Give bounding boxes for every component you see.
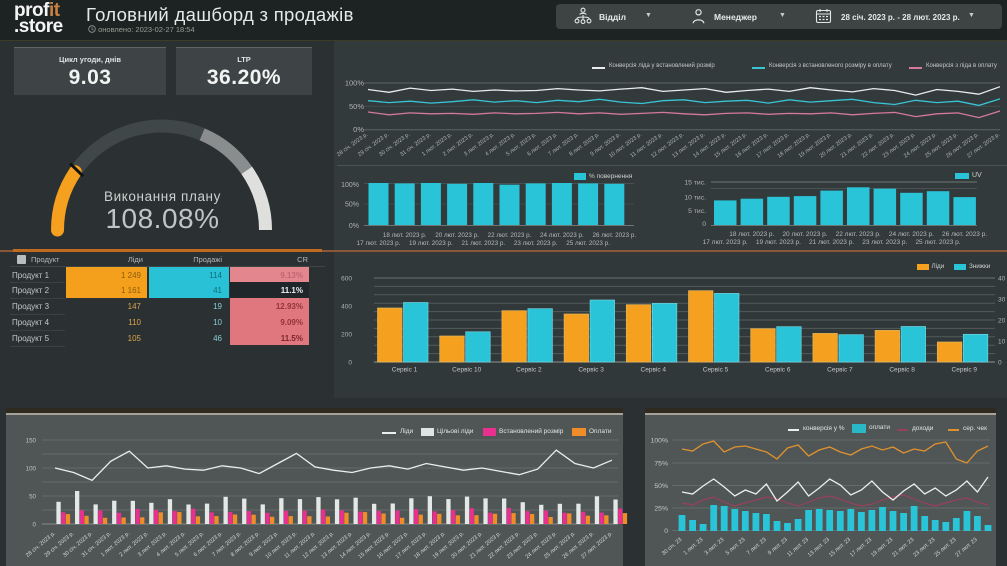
svg-text:3 лют. 23: 3 лют. 23 bbox=[704, 537, 726, 557]
svg-text:50%: 50% bbox=[345, 202, 359, 209]
svg-text:100%: 100% bbox=[345, 79, 365, 88]
svg-text:15 тис.: 15 тис. bbox=[684, 180, 706, 187]
svg-text:21 лют. 2023 р.: 21 лют. 2023 р. bbox=[809, 239, 854, 246]
svg-text:0%: 0% bbox=[349, 223, 359, 230]
svg-text:25 лют. 2023 р.: 25 лют. 2023 р. bbox=[915, 239, 960, 246]
svg-text:Сервіс 10: Сервіс 10 bbox=[452, 366, 481, 374]
svg-text:100%: 100% bbox=[651, 438, 668, 445]
svg-text:400: 400 bbox=[341, 304, 352, 311]
svg-text:20 лют. 2023 р.: 20 лют. 2023 р. bbox=[782, 231, 827, 238]
svg-text:19 лют. 23: 19 лют. 23 bbox=[870, 537, 894, 559]
svg-text:0: 0 bbox=[348, 360, 352, 367]
svg-text:22 лют. 2023 р.: 22 лют. 2023 р. bbox=[488, 232, 532, 239]
svg-text:24 лют. 2023 р.: 24 лют. 2023 р. bbox=[889, 231, 934, 238]
svg-text:75%: 75% bbox=[654, 461, 668, 468]
svg-text:13 лют. 23: 13 лют. 23 bbox=[807, 537, 831, 559]
svg-text:0: 0 bbox=[664, 528, 668, 535]
svg-text:Сервіс 6: Сервіс 6 bbox=[765, 366, 791, 374]
svg-text:Сервіс 1: Сервіс 1 bbox=[392, 366, 418, 374]
svg-text:27 лют. 23: 27 лют. 23 bbox=[955, 537, 979, 559]
svg-text:40: 40 bbox=[998, 276, 1006, 283]
svg-text:26 лют. 2023 р.: 26 лют. 2023 р. bbox=[942, 231, 987, 238]
svg-text:Сервіс 4: Сервіс 4 bbox=[641, 366, 667, 374]
svg-text:26 лют. 2023 р.: 26 лют. 2023 р. bbox=[592, 232, 636, 239]
svg-text:100%: 100% bbox=[341, 182, 359, 189]
svg-text:10 тис.: 10 тис. bbox=[684, 194, 706, 201]
svg-text:17 лют. 23: 17 лют. 23 bbox=[849, 537, 873, 559]
svg-text:50%: 50% bbox=[349, 102, 364, 111]
svg-text:Сервіс 8: Сервіс 8 bbox=[889, 366, 915, 374]
svg-text:19 лют. 2023 р.: 19 лют. 2023 р. bbox=[409, 240, 453, 247]
svg-text:0%: 0% bbox=[353, 125, 364, 134]
svg-text:100: 100 bbox=[26, 466, 37, 473]
svg-text:23 лют. 23: 23 лют. 23 bbox=[912, 537, 936, 559]
svg-text:23 лют. 2023 р.: 23 лют. 2023 р. bbox=[514, 240, 558, 247]
svg-text:21 лют. 23: 21 лют. 23 bbox=[891, 537, 915, 559]
svg-text:5 лют. 23: 5 лют. 23 bbox=[725, 537, 747, 557]
svg-text:5 тис.: 5 тис. bbox=[688, 208, 706, 215]
svg-text:19 лют. 2023 р.: 19 лют. 2023 р. bbox=[756, 239, 801, 246]
svg-text:Сервіс 9: Сервіс 9 bbox=[952, 366, 978, 374]
svg-text:22 лют. 2023 р.: 22 лют. 2023 р. bbox=[836, 231, 881, 238]
svg-text:23 лют. 2023 р.: 23 лют. 2023 р. bbox=[862, 239, 907, 246]
svg-text:0: 0 bbox=[702, 221, 706, 228]
svg-text:Сервіс 3: Сервіс 3 bbox=[578, 366, 604, 374]
svg-text:30: 30 bbox=[998, 297, 1006, 304]
svg-text:20 лют. 2023 р.: 20 лют. 2023 р. bbox=[435, 232, 479, 239]
svg-text:15 лют. 23: 15 лют. 23 bbox=[828, 537, 852, 559]
svg-text:18 лют. 2023 р.: 18 лют. 2023 р. bbox=[729, 231, 774, 238]
svg-text:600: 600 bbox=[341, 276, 352, 283]
svg-text:11 лют. 23: 11 лют. 23 bbox=[786, 537, 810, 558]
svg-text:1 лют. 23: 1 лют. 23 bbox=[683, 537, 705, 557]
svg-text:50: 50 bbox=[29, 494, 36, 501]
svg-text:50%: 50% bbox=[654, 483, 668, 490]
svg-text:200: 200 bbox=[341, 332, 352, 339]
svg-text:0: 0 bbox=[33, 522, 37, 529]
svg-text:0: 0 bbox=[998, 360, 1002, 367]
svg-text:17 лют. 2023 р.: 17 лют. 2023 р. bbox=[357, 240, 401, 247]
svg-text:Сервіс 2: Сервіс 2 bbox=[516, 366, 542, 374]
svg-text:Сервіс 7: Сервіс 7 bbox=[827, 366, 853, 374]
svg-text:25 лют. 23: 25 лют. 23 bbox=[934, 537, 958, 559]
svg-text:20: 20 bbox=[998, 318, 1006, 325]
svg-text:7 лют. 23: 7 лют. 23 bbox=[746, 537, 768, 557]
svg-text:17 лют. 2023 р.: 17 лют. 2023 р. bbox=[703, 239, 748, 246]
svg-text:25%: 25% bbox=[654, 506, 668, 513]
svg-text:30 січ. 23: 30 січ. 23 bbox=[661, 537, 683, 557]
svg-text:150: 150 bbox=[26, 438, 37, 445]
svg-text:10: 10 bbox=[998, 339, 1006, 346]
svg-text:25 лют. 2023 р.: 25 лют. 2023 р. bbox=[566, 240, 610, 247]
svg-text:24 лют. 2023 р.: 24 лют. 2023 р. bbox=[540, 232, 584, 239]
svg-text:18 лют. 2023 р.: 18 лют. 2023 р. bbox=[383, 232, 427, 239]
svg-text:21 лют. 2023 р.: 21 лют. 2023 р. bbox=[461, 240, 505, 247]
svg-text:Сервіс 5: Сервіс 5 bbox=[703, 366, 729, 374]
